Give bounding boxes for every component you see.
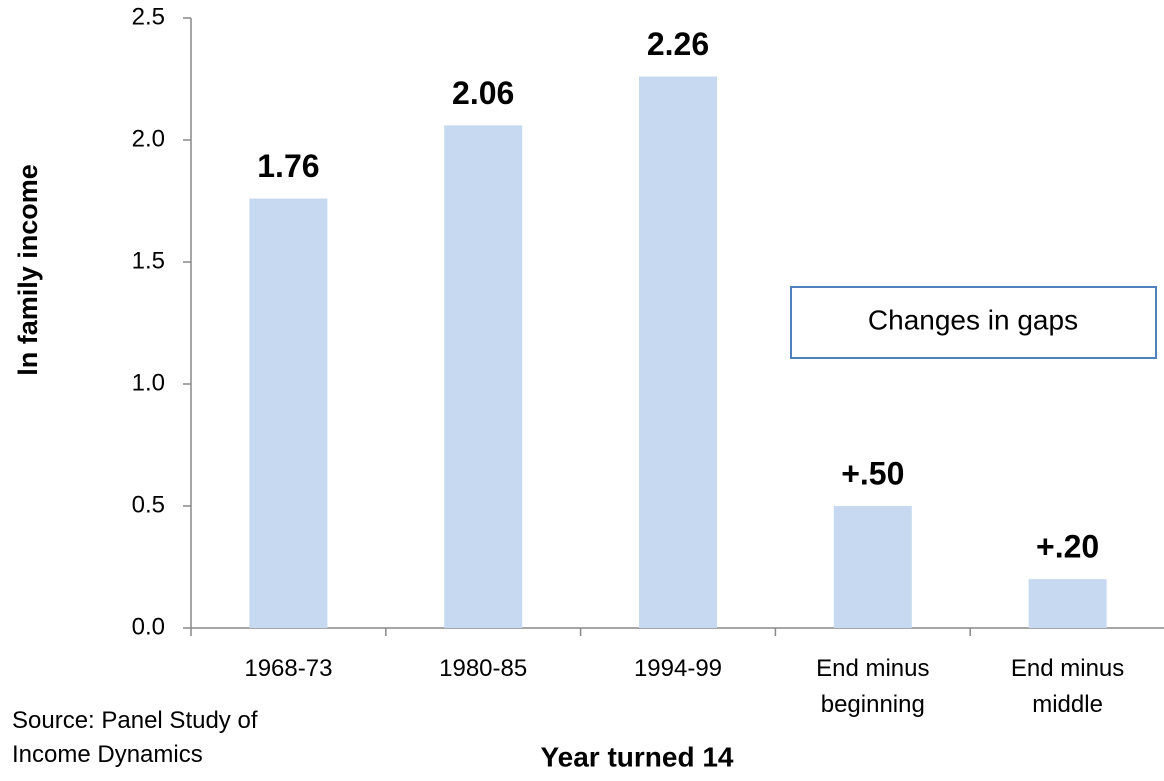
annotation: Changes in gaps xyxy=(868,304,1078,335)
value-label: 2.06 xyxy=(452,75,514,111)
x-tick-label: End minus middle xyxy=(1010,655,1125,718)
y-axis-title: ln family income xyxy=(13,164,43,376)
x-axis-title: Year turned 14 xyxy=(541,741,734,772)
value-label: +.20 xyxy=(1036,529,1099,565)
bar xyxy=(249,198,328,628)
x-tick-label: 1994-99 xyxy=(633,655,723,682)
value-label: 1.76 xyxy=(257,148,319,184)
y-tick-label: 0.0 xyxy=(132,613,165,640)
source-note: Source: Panel Study of Income Dynamics xyxy=(12,707,258,768)
y-tick-label: 1.0 xyxy=(132,369,165,396)
value-label: +.50 xyxy=(841,455,904,491)
bar xyxy=(1028,579,1107,628)
bar xyxy=(444,125,523,629)
y-tick-label: 0.5 xyxy=(132,491,165,518)
x-tick-label: 1980-85 xyxy=(439,655,528,682)
annotation-box xyxy=(790,286,1157,359)
value-label: 2.26 xyxy=(647,26,709,62)
y-tick-label: 2.0 xyxy=(132,125,165,152)
bar xyxy=(639,76,717,628)
y-tick-label: 1.5 xyxy=(132,247,165,274)
x-tick-label: 1968-73 xyxy=(244,655,333,682)
bar xyxy=(833,506,912,628)
y-tick-label: 2.5 xyxy=(132,3,165,30)
x-tick-label: End minus beginning xyxy=(816,655,930,718)
